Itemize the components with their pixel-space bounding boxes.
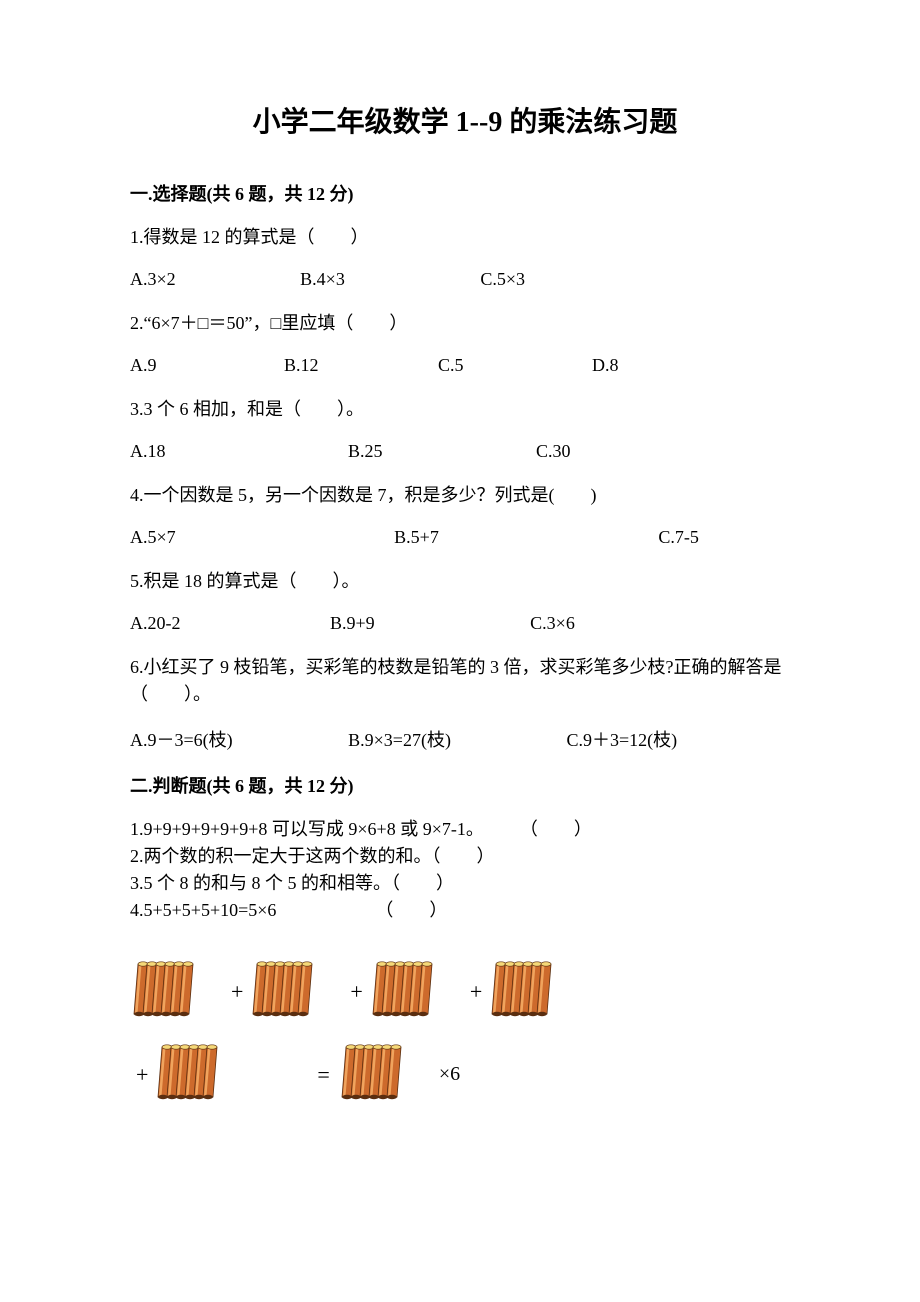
question-6: 6.小红买了 9 枝铅笔，买彩笔的枝数是铅笔的 3 倍，求买彩笔多少枝?正确的解… xyxy=(130,654,800,708)
q3-opt-b: B.25 xyxy=(348,441,383,462)
times-text: ×6 xyxy=(439,1063,460,1086)
q4-opt-b: B.5+7 xyxy=(394,527,439,548)
q1-opt-a: A.3×2 xyxy=(130,269,176,290)
q2-opt-c: C.5 xyxy=(438,355,464,376)
stick-bundle-icon xyxy=(369,958,464,1025)
q6-opt-a: A.9－3=6(枝) xyxy=(130,726,233,752)
question-2-options: A.9 B.12 C.5 D.8 xyxy=(130,355,800,376)
q2-opt-b: B.12 xyxy=(284,355,319,376)
plus-sign: + xyxy=(136,1062,148,1088)
plus-sign: + xyxy=(350,979,362,1005)
question-1-options: A.3×2 B.4×3 C.5×3 xyxy=(130,269,800,290)
section-2-header: 二.判断题(共 6 题，共 12 分) xyxy=(130,772,800,798)
judge-line-2: 2.两个数的积一定大于这两个数的和。（ ） xyxy=(130,843,800,870)
stick-bundle-icon xyxy=(488,958,583,1025)
question-4-options: A.5×7 B.5+7 C.7-5 xyxy=(130,527,800,548)
question-3: 3.3 个 6 相加，和是（ ）。 xyxy=(130,396,800,423)
q5-opt-a: A.20-2 xyxy=(130,613,181,634)
judge-line-3: 3.5 个 8 的和与 8 个 5 的和相等。（ ） xyxy=(130,870,800,897)
stick-bundle-icon xyxy=(130,958,225,1025)
plus-sign: + xyxy=(470,979,482,1005)
section-1-header: 一.选择题(共 6 题，共 12 分) xyxy=(130,180,800,206)
sticks-row-1: + + + xyxy=(130,958,800,1025)
q3-opt-c: C.30 xyxy=(536,441,571,462)
question-4: 4.一个因数是 5，另一个因数是 7，积是多少？列式是( ) xyxy=(130,482,800,509)
q6-opt-c: C.9＋3=12(枝) xyxy=(566,726,677,752)
question-3-options: A.18 B.25 C.30 xyxy=(130,441,800,462)
q5-opt-c: C.3×6 xyxy=(530,613,575,634)
q3-opt-a: A.18 xyxy=(130,441,166,462)
judge-line-1: 1.9+9+9+9+9+9+8 可以写成 9×6+8 或 9×7-1。 （ ） xyxy=(130,816,800,843)
question-5-options: A.20-2 B.9+9 C.3×6 xyxy=(130,613,800,634)
q2-opt-d: D.8 xyxy=(592,355,619,376)
q4-opt-c: C.7-5 xyxy=(658,527,699,548)
page-title: 小学二年级数学 1--9 的乘法练习题 xyxy=(130,100,800,140)
q5-opt-b: B.9+9 xyxy=(330,613,375,634)
question-6-options: A.9－3=6(枝) B.9×3=27(枝) C.9＋3=12(枝) xyxy=(130,726,800,752)
question-1: 1.得数是 12 的算式是（ ） xyxy=(130,224,800,251)
question-2: 2.“6×7＋□＝50”，□里应填（ ） xyxy=(130,310,800,337)
q6-opt-b: B.9×3=27(枝) xyxy=(348,726,451,752)
judge-line-4: 4.5+5+5+5+10=5×6 （ ） xyxy=(130,897,800,924)
sticks-row-2: + = ×6 xyxy=(130,1041,800,1108)
q1-opt-b: B.4×3 xyxy=(300,269,345,290)
q4-opt-a: A.5×7 xyxy=(130,527,176,548)
question-5: 5.积是 18 的算式是（ ）。 xyxy=(130,568,800,595)
stick-bundle-icon xyxy=(249,958,344,1025)
sticks-illustration: + + + + = ×6 xyxy=(130,958,800,1108)
equals-sign: = xyxy=(317,1062,329,1088)
q2-opt-a: A.9 xyxy=(130,355,157,376)
stick-bundle-icon xyxy=(338,1041,433,1108)
q1-opt-c: C.5×3 xyxy=(480,269,525,290)
stick-bundle-icon xyxy=(154,1041,249,1108)
plus-sign: + xyxy=(231,979,243,1005)
